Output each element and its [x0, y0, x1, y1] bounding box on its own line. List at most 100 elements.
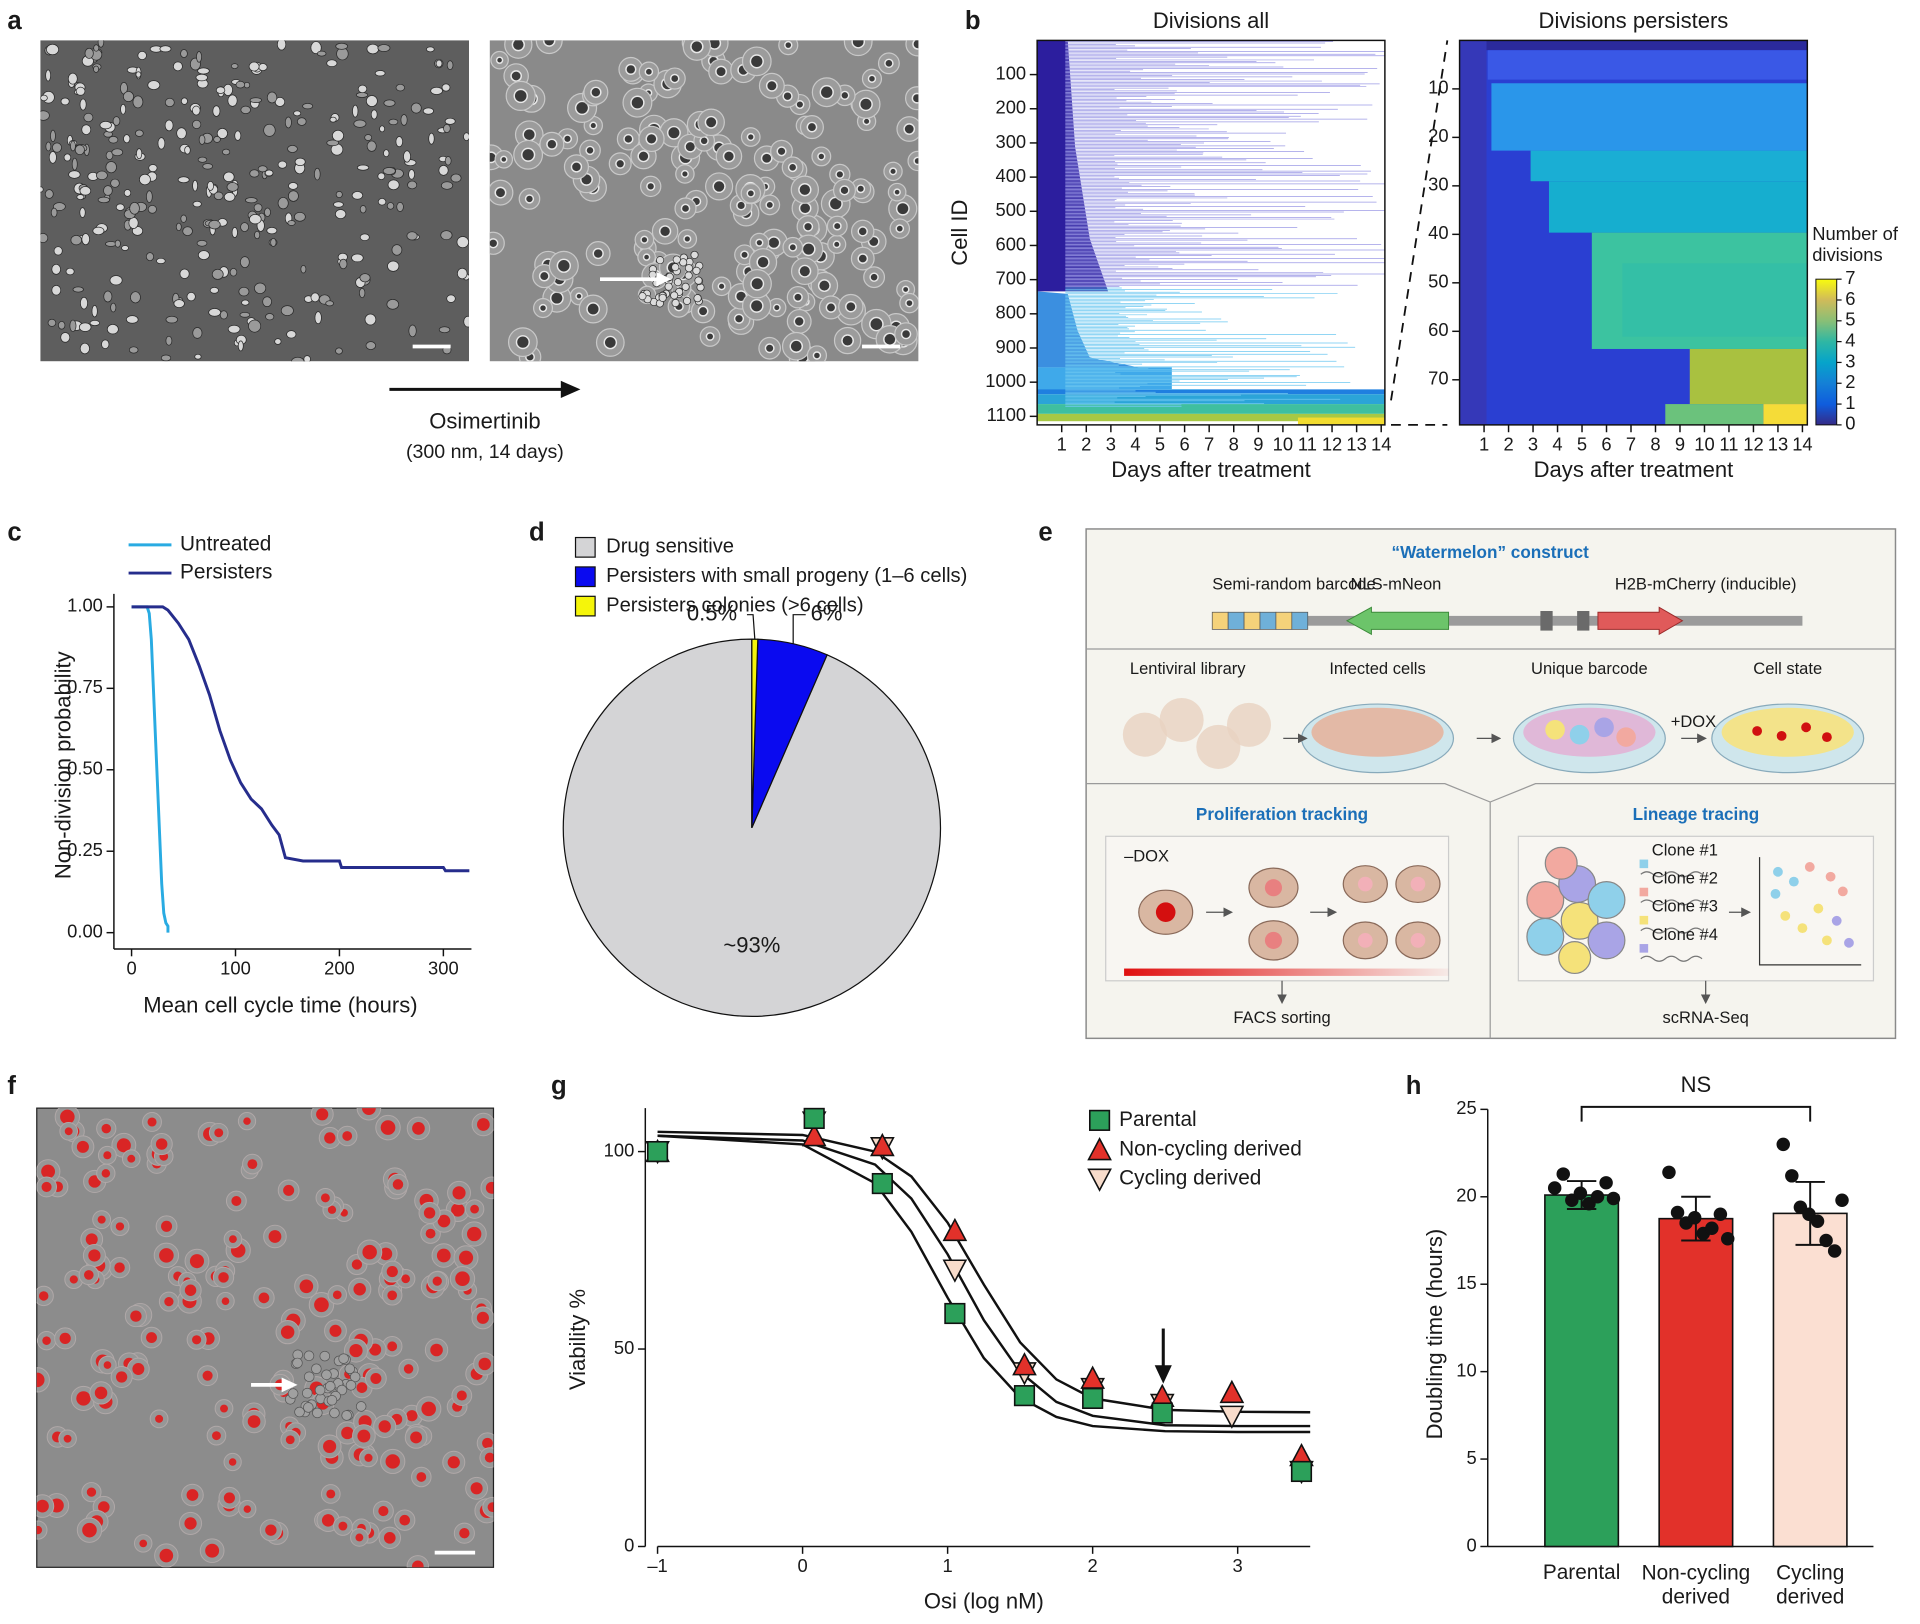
cell — [109, 275, 123, 286]
cell — [401, 1274, 411, 1284]
cell — [522, 127, 537, 142]
cell — [263, 123, 276, 137]
cell — [231, 227, 238, 238]
x-tick-label: 14 — [1792, 434, 1812, 455]
cell — [383, 1531, 396, 1544]
legend-label: Persisters — [180, 561, 272, 584]
cell — [280, 1325, 295, 1339]
cell — [366, 140, 377, 152]
cell — [403, 1364, 414, 1374]
cell — [623, 133, 634, 145]
panel-label: c — [7, 519, 21, 547]
cell — [477, 1118, 490, 1131]
cell — [147, 205, 157, 214]
data-point — [1776, 1137, 1790, 1152]
y-tick-label: 10 — [1456, 1359, 1476, 1380]
cell — [254, 230, 261, 240]
y-tick-label: 100 — [604, 1139, 635, 1160]
cell — [58, 320, 66, 330]
cell — [44, 189, 54, 199]
diagram-label: Clone #2 — [1652, 869, 1718, 888]
cell — [585, 145, 595, 156]
cell — [736, 200, 747, 211]
diagram-label: Clone #4 — [1652, 925, 1718, 944]
cell — [293, 110, 302, 117]
cell — [341, 1410, 352, 1421]
cell — [155, 1414, 164, 1423]
cell — [351, 1259, 363, 1270]
bar — [1544, 1194, 1620, 1548]
diagram-label: NLS-mNeon — [1350, 575, 1441, 594]
cell — [406, 231, 418, 241]
cell — [89, 320, 101, 326]
x-tick-label: 14 — [1371, 434, 1391, 455]
data-point — [1721, 1232, 1735, 1246]
cell — [456, 1390, 467, 1401]
cell — [286, 330, 297, 339]
cell — [96, 170, 108, 180]
cell — [106, 324, 119, 335]
chart-title: Divisions persisters — [1539, 8, 1729, 33]
cell — [220, 1404, 228, 1413]
cell — [382, 167, 396, 175]
cell — [387, 1341, 398, 1352]
cell — [297, 117, 307, 126]
cell — [45, 69, 51, 82]
y-tick-label: 0 — [1467, 1534, 1477, 1555]
line-series — [131, 605, 470, 873]
line-series — [131, 605, 170, 933]
cell — [97, 196, 110, 204]
cell — [229, 267, 238, 277]
cell — [91, 305, 98, 318]
cell — [683, 234, 692, 243]
cell — [300, 264, 307, 274]
cell — [840, 90, 850, 100]
cell — [867, 74, 877, 83]
marker — [1290, 1460, 1313, 1483]
cell — [177, 176, 190, 184]
cell — [755, 238, 764, 247]
cell — [248, 61, 260, 72]
cell — [446, 294, 456, 303]
marker — [871, 1172, 893, 1195]
pointer-arrowhead — [656, 271, 672, 287]
cell — [495, 56, 504, 64]
cell — [388, 118, 399, 126]
cell — [484, 1452, 494, 1463]
cell — [361, 1108, 376, 1116]
cell — [782, 91, 793, 102]
marker — [1080, 1365, 1105, 1389]
cell — [455, 1271, 470, 1286]
cell — [303, 1402, 314, 1413]
cell — [160, 354, 172, 362]
cell — [489, 238, 499, 249]
cell — [116, 1371, 128, 1383]
cell — [500, 155, 508, 164]
cell — [386, 1265, 398, 1278]
cell — [387, 260, 400, 272]
cell — [549, 291, 564, 306]
x-tick-label: Parental — [1543, 1561, 1620, 1584]
data-point — [1810, 1214, 1825, 1229]
cell — [132, 1363, 145, 1375]
cell — [356, 164, 370, 171]
cell — [301, 1387, 313, 1399]
cell — [36, 1525, 43, 1535]
legend-swatch — [1088, 1109, 1111, 1131]
cell — [355, 92, 369, 98]
cell — [223, 1492, 235, 1504]
cell — [421, 1401, 436, 1417]
cell — [351, 253, 364, 263]
cell — [86, 1487, 97, 1497]
cell — [385, 1454, 400, 1469]
cell — [59, 1332, 71, 1344]
data-point — [1556, 1167, 1570, 1181]
cell — [521, 147, 536, 162]
cell — [230, 63, 239, 69]
cell — [630, 95, 645, 110]
cell — [229, 1235, 237, 1244]
cell — [749, 298, 764, 313]
legend-label: Drug sensitive — [606, 536, 734, 558]
cell — [53, 202, 66, 211]
cell — [570, 161, 583, 173]
